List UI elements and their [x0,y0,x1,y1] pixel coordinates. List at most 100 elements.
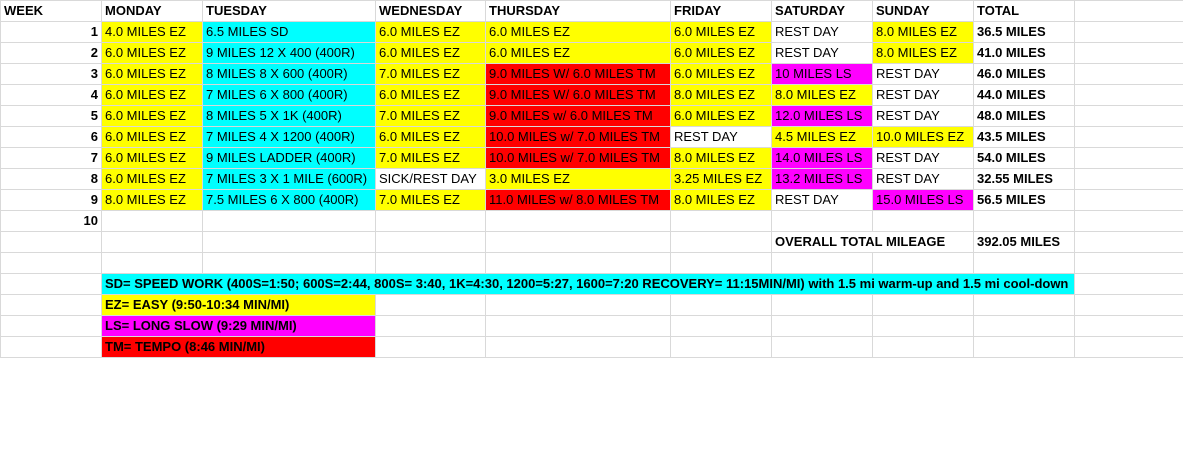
empty-cell[interactable] [1074,42,1183,64]
empty-cell[interactable] [1074,168,1183,190]
empty-cell[interactable] [485,231,671,253]
workout-cell-saturday[interactable]: 13.2 MILES LS [771,168,873,190]
empty-cell[interactable] [1074,294,1183,316]
header-saturday[interactable]: SATURDAY [771,0,873,22]
empty-cell[interactable] [872,252,974,274]
workout-cell-monday[interactable]: 6.0 MILES EZ [101,147,203,169]
workout-cell-saturday[interactable]: 8.0 MILES EZ [771,84,873,106]
empty-cell[interactable] [0,315,102,337]
workout-cell-thursday[interactable]: 6.0 MILES EZ [485,21,671,43]
workout-cell-friday[interactable]: 8.0 MILES EZ [670,189,772,211]
empty-cell[interactable] [771,294,873,316]
week-total-cell[interactable]: 41.0 MILES [973,42,1075,64]
empty-cell[interactable] [1074,210,1183,232]
header-tuesday[interactable]: TUESDAY [202,0,376,22]
workout-cell-monday[interactable]: 6.0 MILES EZ [101,42,203,64]
workout-cell-wednesday[interactable]: 7.0 MILES EZ [375,63,486,85]
workout-cell-tuesday[interactable]: 7 MILES 3 X 1 MILE (600R) [202,168,376,190]
workout-cell-monday[interactable]: 6.0 MILES EZ [101,168,203,190]
empty-cell[interactable] [872,315,974,337]
workout-cell-sunday[interactable]: 10.0 MILES EZ [872,126,974,148]
week-number-cell[interactable]: 4 [0,84,102,106]
workout-cell-friday[interactable]: 8.0 MILES EZ [670,84,772,106]
workout-cell-sunday[interactable]: REST DAY [872,105,974,127]
empty-cell[interactable] [1074,336,1183,358]
empty-cell[interactable] [485,294,671,316]
workout-cell-thursday[interactable]: 10.0 MILES w/ 7.0 MILES TM [485,126,671,148]
workout-cell-thursday[interactable]: 6.0 MILES EZ [485,42,671,64]
empty-cell[interactable] [485,336,671,358]
workout-cell-sunday[interactable]: 8.0 MILES EZ [872,42,974,64]
workout-cell-sunday[interactable]: 15.0 MILES LS [872,189,974,211]
week-total-cell[interactable]: 46.0 MILES [973,63,1075,85]
week-total-cell[interactable]: 56.5 MILES [973,189,1075,211]
empty-cell[interactable] [670,252,772,274]
workout-cell-tuesday[interactable] [202,210,376,232]
empty-cell[interactable] [485,315,671,337]
header-total[interactable]: TOTAL [973,0,1075,22]
week-number-cell[interactable]: 7 [0,147,102,169]
workout-cell-saturday[interactable]: 14.0 MILES LS [771,147,873,169]
workout-cell-saturday[interactable]: REST DAY [771,42,873,64]
week-number-cell[interactable]: 3 [0,63,102,85]
workout-cell-friday[interactable]: 6.0 MILES EZ [670,42,772,64]
overall-total-label[interactable]: OVERALL TOTAL MILEAGE [771,231,974,253]
empty-cell[interactable] [375,336,486,358]
legend-easy[interactable]: EZ= EASY (9:50-10:34 MIN/MI) [101,294,376,316]
workout-cell-friday[interactable]: REST DAY [670,126,772,148]
week-number-cell[interactable]: 5 [0,105,102,127]
empty-cell[interactable] [375,294,486,316]
workout-cell-monday[interactable]: 6.0 MILES EZ [101,126,203,148]
week-total-cell[interactable]: 43.5 MILES [973,126,1075,148]
week-number-cell[interactable]: 6 [0,126,102,148]
workout-cell-wednesday[interactable]: 7.0 MILES EZ [375,189,486,211]
empty-cell[interactable] [1074,63,1183,85]
workout-cell-tuesday[interactable]: 7.5 MILES 6 X 800 (400R) [202,189,376,211]
workout-cell-friday[interactable]: 6.0 MILES EZ [670,105,772,127]
week-number-cell[interactable]: 2 [0,42,102,64]
header-thursday[interactable]: THURSDAY [485,0,671,22]
workout-cell-wednesday[interactable]: SICK/REST DAY [375,168,486,190]
empty-cell[interactable] [1074,231,1183,253]
empty-cell[interactable] [375,231,486,253]
workout-cell-sunday[interactable] [872,210,974,232]
workout-cell-monday[interactable]: 6.0 MILES EZ [101,63,203,85]
workout-cell-wednesday[interactable]: 7.0 MILES EZ [375,147,486,169]
workout-cell-wednesday[interactable]: 6.0 MILES EZ [375,84,486,106]
workout-cell-sunday[interactable]: REST DAY [872,63,974,85]
workout-cell-wednesday[interactable] [375,210,486,232]
workout-cell-tuesday[interactable]: 7 MILES 6 X 800 (400R) [202,84,376,106]
empty-cell[interactable] [771,252,873,274]
workout-cell-thursday[interactable]: 9.0 MILES W/ 6.0 MILES TM [485,63,671,85]
workout-cell-friday[interactable]: 6.0 MILES EZ [670,21,772,43]
workout-cell-saturday[interactable]: REST DAY [771,21,873,43]
week-total-cell[interactable]: 36.5 MILES [973,21,1075,43]
empty-cell[interactable] [485,252,671,274]
empty-cell[interactable] [1074,147,1183,169]
workout-cell-saturday[interactable]: 12.0 MILES LS [771,105,873,127]
empty-cell[interactable] [101,231,203,253]
workout-cell-tuesday[interactable]: 9 MILES 12 X 400 (400R) [202,42,376,64]
legend-speed-work[interactable]: SD= SPEED WORK (400S=1:50; 600S=2:44, 80… [101,273,1075,295]
empty-cell[interactable] [670,294,772,316]
legend-tempo[interactable]: TM= TEMPO (8:46 MIN/MI) [101,336,376,358]
workout-cell-wednesday[interactable]: 6.0 MILES EZ [375,42,486,64]
empty-cell[interactable] [1074,189,1183,211]
empty-cell[interactable] [0,336,102,358]
week-total-cell[interactable]: 44.0 MILES [973,84,1075,106]
workout-cell-thursday[interactable]: 10.0 MILES w/ 7.0 MILES TM [485,147,671,169]
workout-cell-monday[interactable]: 4.0 MILES EZ [101,21,203,43]
workout-cell-thursday[interactable]: 11.0 MILES w/ 8.0 MILES TM [485,189,671,211]
empty-cell[interactable] [1074,126,1183,148]
week-number-cell[interactable]: 8 [0,168,102,190]
workout-cell-tuesday[interactable]: 8 MILES 8 X 600 (400R) [202,63,376,85]
empty-cell[interactable] [1074,315,1183,337]
workout-cell-friday[interactable]: 3.25 MILES EZ [670,168,772,190]
week-total-cell[interactable] [973,210,1075,232]
empty-cell[interactable] [1074,273,1183,295]
workout-cell-tuesday[interactable]: 9 MILES LADDER (400R) [202,147,376,169]
workout-cell-monday[interactable]: 6.0 MILES EZ [101,105,203,127]
workout-cell-saturday[interactable]: 10 MILES LS [771,63,873,85]
header-friday[interactable]: FRIDAY [670,0,772,22]
workout-cell-saturday[interactable]: 4.5 MILES EZ [771,126,873,148]
